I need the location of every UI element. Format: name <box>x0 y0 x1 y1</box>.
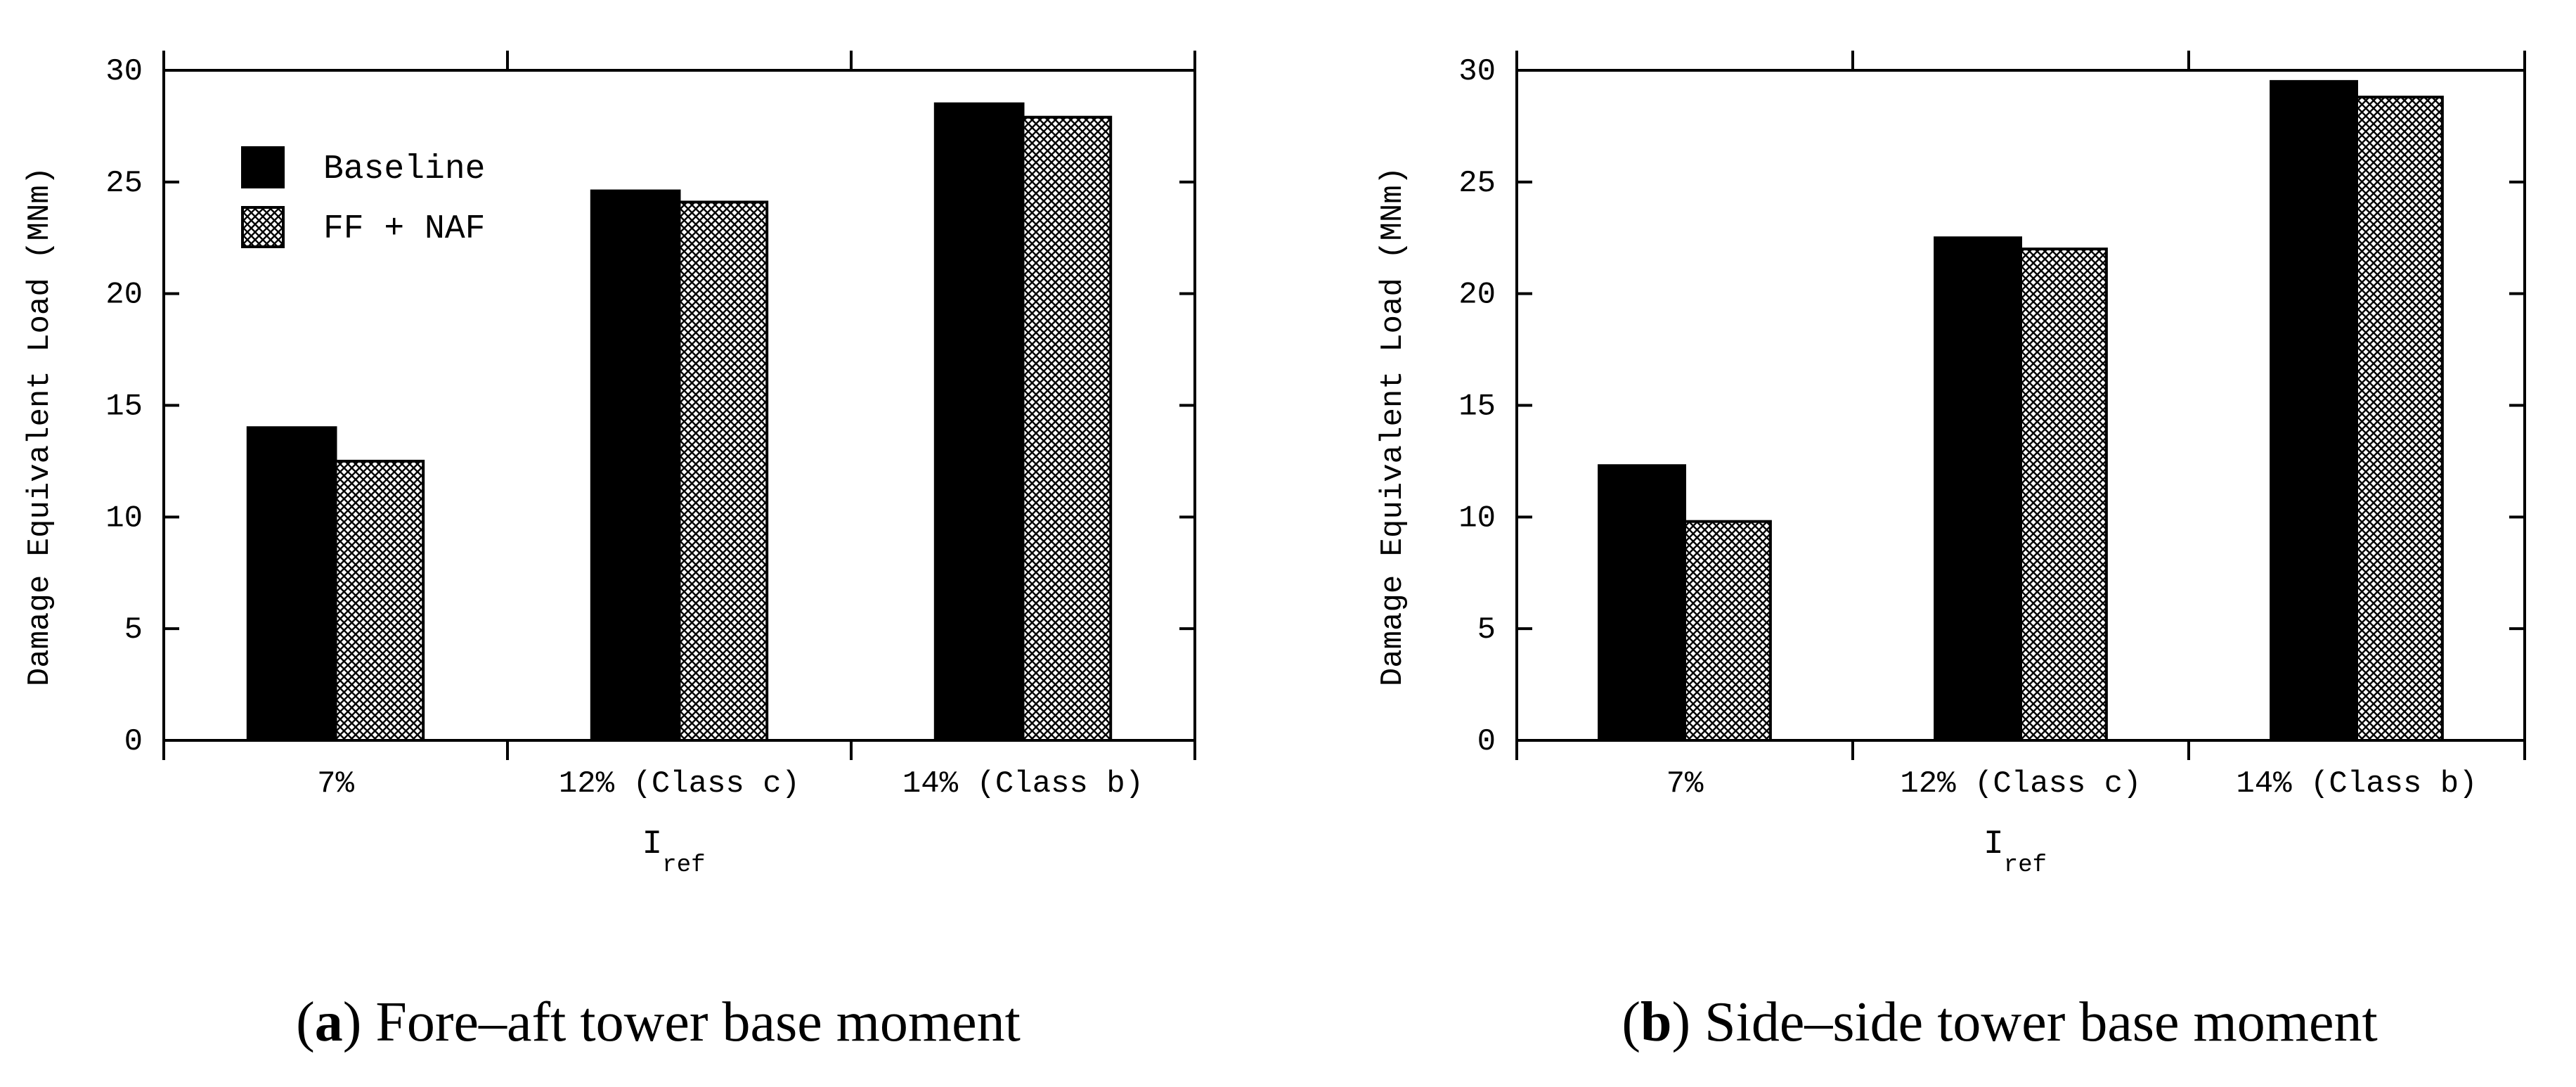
panel-caption-text: Side–side tower base moment <box>1704 991 2378 1053</box>
y-tick-label: 5 <box>1477 612 1496 648</box>
bar-ff-naf <box>1683 520 1772 742</box>
panel-caption: (a) Fore–aft tower base moment <box>296 991 1021 1053</box>
y-tick-label: 15 <box>105 390 143 425</box>
x-axis-label-main: I <box>642 825 662 863</box>
bar-baseline <box>2270 79 2359 742</box>
y-tick-label: 0 <box>124 724 143 759</box>
y-tick-label: 30 <box>105 54 143 89</box>
chart-panel-a: 0 5 10 15 20 25 30 7% 12% (Class c) 14% (Class b)… <box>22 51 1196 1053</box>
x-axis-label: Iref <box>1983 825 2047 879</box>
legend-label: FF + NAF <box>323 210 485 248</box>
y-tick-label: 20 <box>105 278 143 313</box>
chart-panel-b: 0 5 10 15 20 25 30 7% 12% (Class c) 14% (Class b)… <box>1376 51 2526 1053</box>
panel-caption: (b) Side–side tower base moment <box>1622 991 2377 1053</box>
bar-baseline <box>1934 236 2023 742</box>
legend-label: Baseline <box>323 150 485 188</box>
panel-label: b <box>1640 991 1672 1053</box>
y-axis-label: Damage Equivalent Load (MNm) <box>1376 167 1411 686</box>
x-tick-label: 14% (Class b) <box>902 766 1144 802</box>
x-axis-label-subscript: ref <box>662 852 705 879</box>
x-axis-label-main: I <box>1983 825 2004 863</box>
x-tick-label: 7% <box>1666 766 1704 802</box>
x-tick-label: 12% (Class c) <box>1900 766 2141 802</box>
y-tick-label: 10 <box>1458 501 1496 536</box>
y-tick-label: 20 <box>1458 278 1496 313</box>
bar-ff-naf <box>334 459 425 742</box>
y-tick-label: 25 <box>105 166 143 201</box>
x-tick-label: 7% <box>317 766 354 802</box>
x-axis-label: Iref <box>642 825 705 879</box>
bar-baseline <box>933 102 1025 742</box>
x-tick-label: 12% (Class c) <box>559 766 800 802</box>
bar-baseline <box>1598 464 1687 742</box>
x-tick-label: 14% (Class b) <box>2236 766 2477 802</box>
y-axis-label: Damage Equivalent Load (MNm) <box>22 167 58 686</box>
legend-swatch-ff-naf <box>241 206 285 248</box>
y-tick-label: 0 <box>1477 724 1496 759</box>
bar-ff-naf <box>678 200 769 742</box>
bar-baseline <box>590 189 681 742</box>
x-axis-label-subscript: ref <box>2004 852 2047 879</box>
legend-swatch-baseline <box>241 146 285 188</box>
bar-baseline <box>246 426 337 742</box>
y-tick-label: 5 <box>124 612 143 648</box>
y-tick-label: 10 <box>105 501 143 536</box>
bar-ff-naf <box>2355 96 2444 742</box>
bar-ff-naf <box>1021 115 1113 742</box>
bar-ff-naf <box>2019 247 2108 742</box>
panel-caption-text: Fore–aft tower base moment <box>375 991 1021 1053</box>
y-tick-label: 30 <box>1458 54 1496 89</box>
panel-label: a <box>315 991 343 1053</box>
y-tick-label: 25 <box>1458 166 1496 201</box>
y-tick-label: 15 <box>1458 390 1496 425</box>
